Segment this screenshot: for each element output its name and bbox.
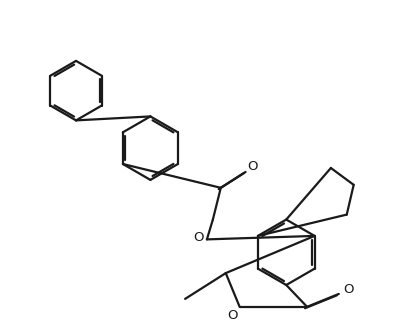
Text: O: O: [247, 161, 258, 173]
Text: O: O: [227, 309, 238, 322]
Text: O: O: [194, 231, 204, 244]
Text: O: O: [344, 283, 354, 296]
